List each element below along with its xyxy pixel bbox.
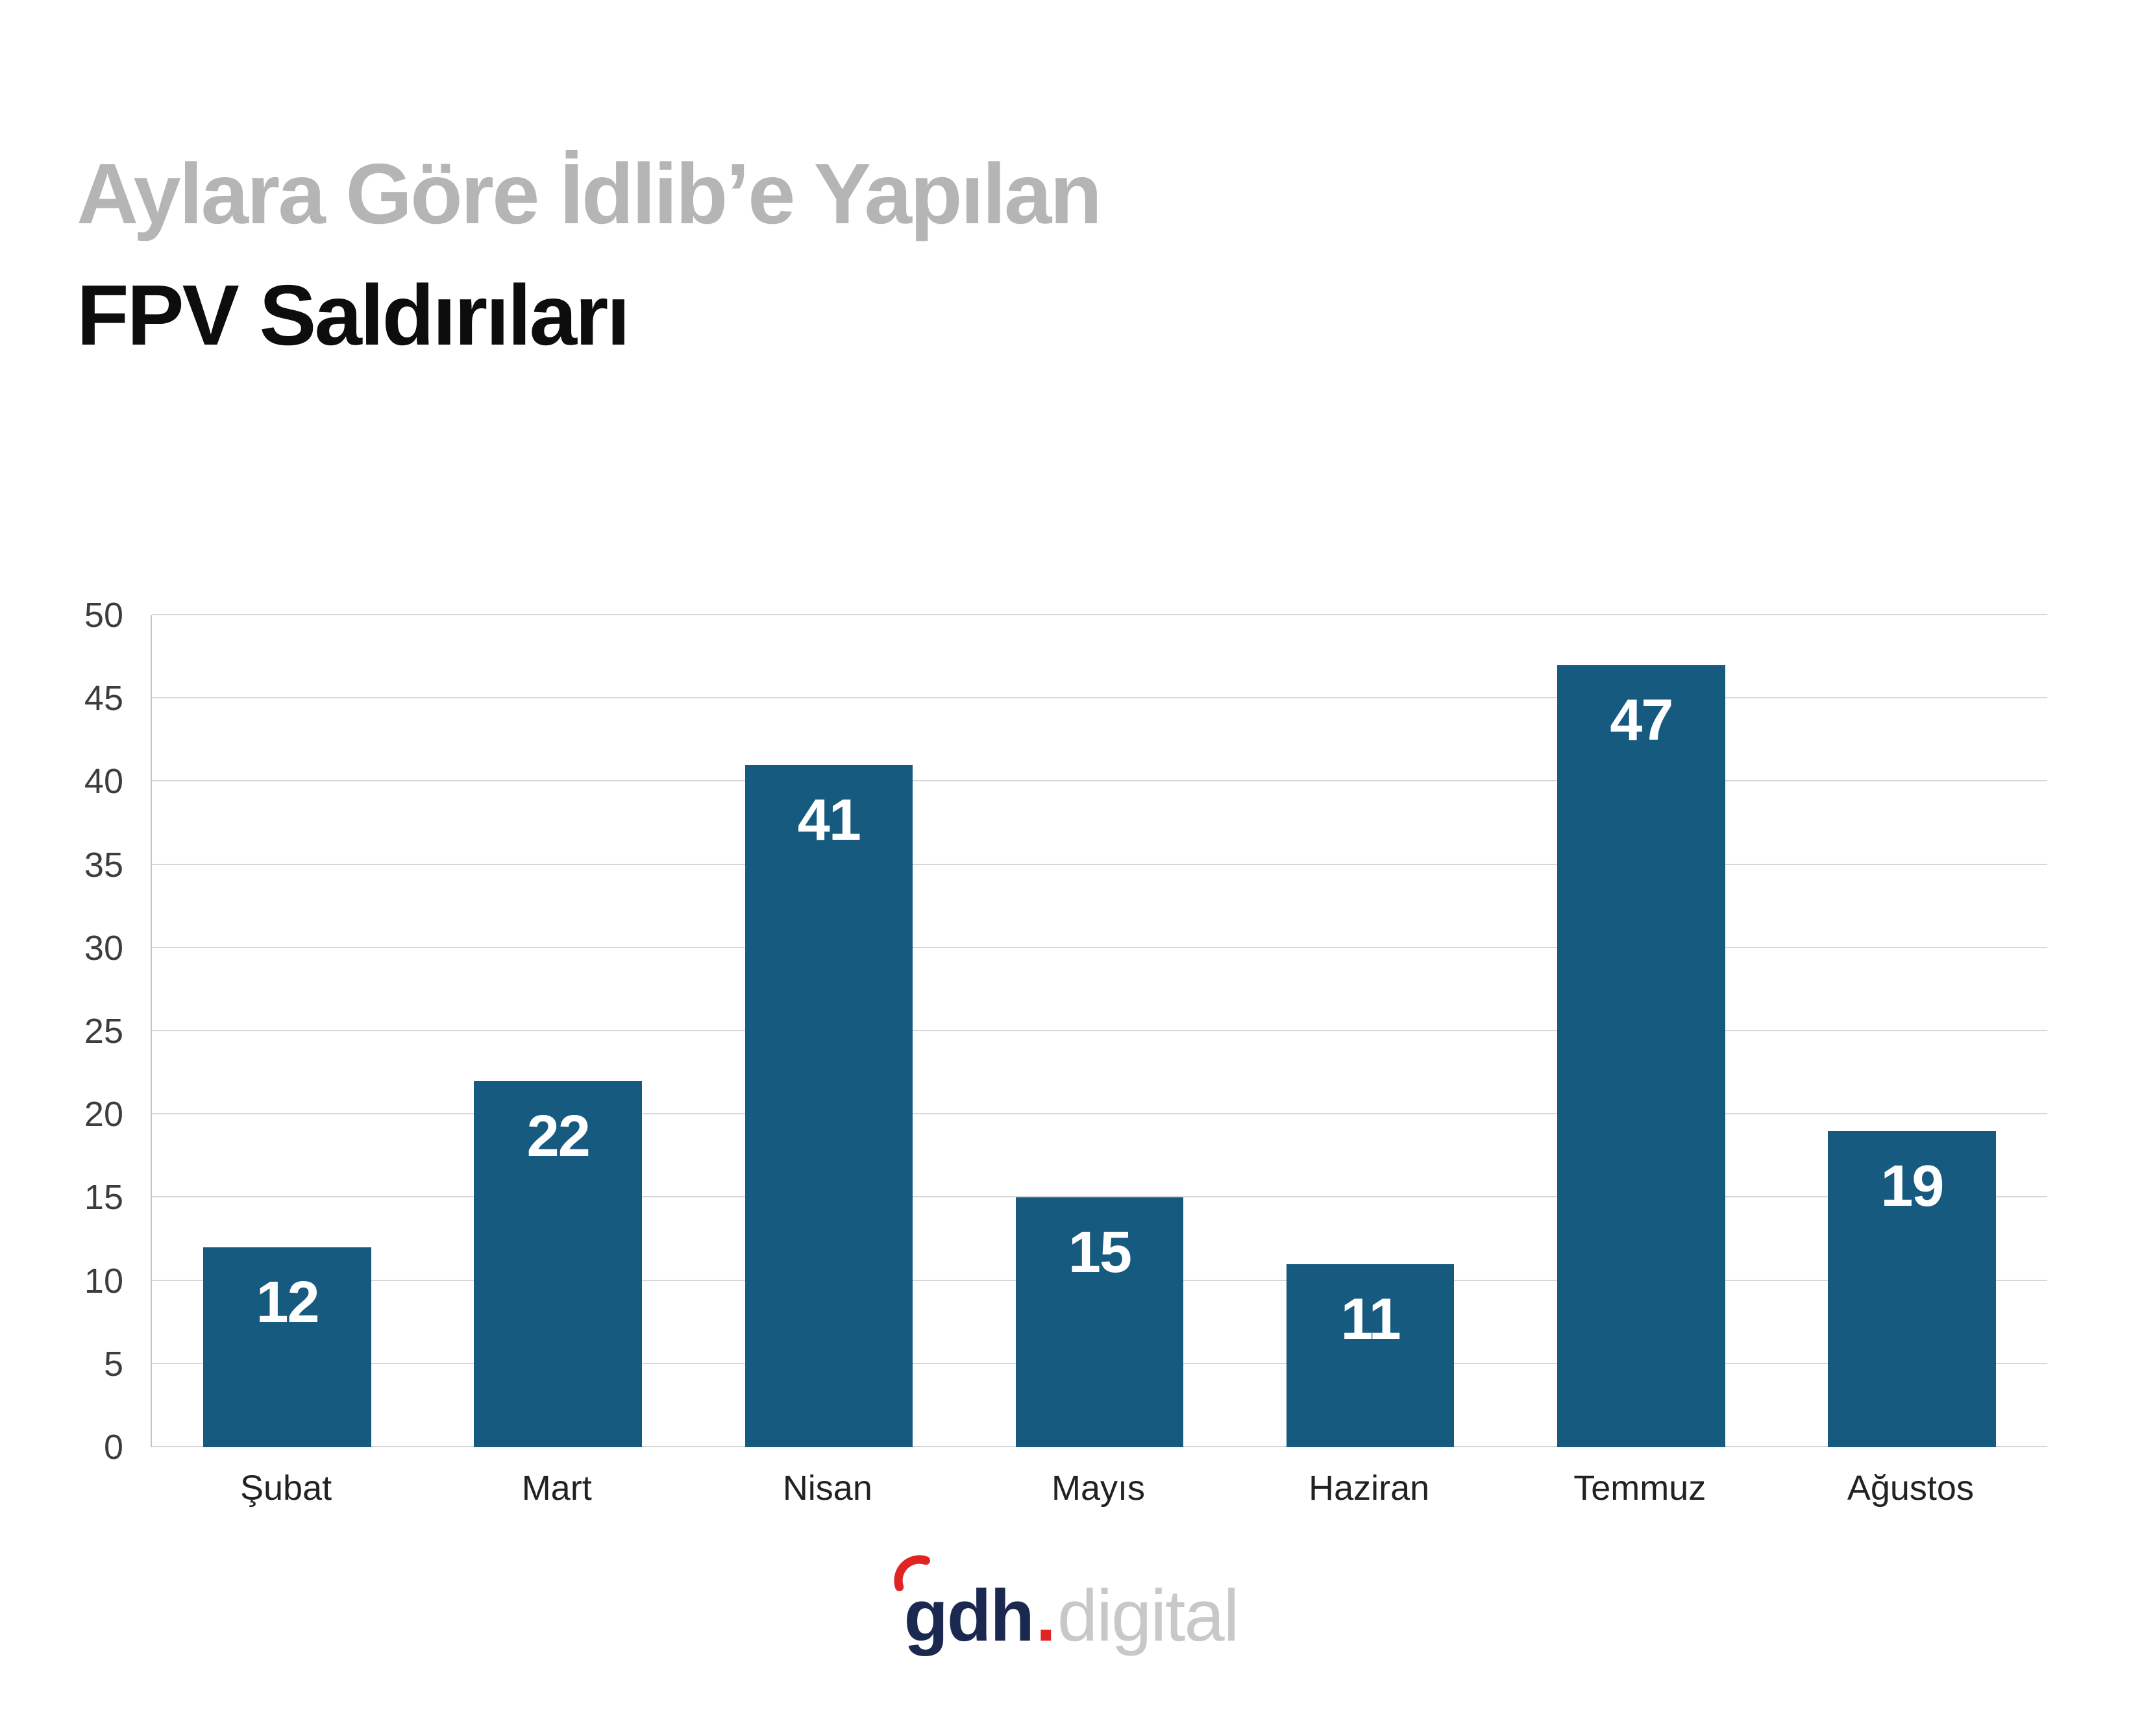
bar-temmuz: 47 bbox=[1557, 665, 1725, 1447]
x-tick-label: Ağustos bbox=[1847, 1469, 1974, 1508]
x-tick-label: Şubat bbox=[240, 1469, 332, 1508]
bar-slot: 41 bbox=[693, 615, 964, 1447]
chart-title: Aylara Göre İdlib’e Yapılan FPV Saldırıl… bbox=[77, 133, 1102, 376]
gridline bbox=[152, 1030, 2047, 1031]
bar-ağustos: 19 bbox=[1828, 1131, 1996, 1447]
x-tick-label: Nisan bbox=[782, 1469, 872, 1508]
chart-title-line2: FPV Saldırıları bbox=[77, 267, 630, 363]
bar-haziran: 11 bbox=[1286, 1264, 1455, 1447]
gridline bbox=[152, 946, 2047, 948]
bar-value-label: 15 bbox=[1068, 1220, 1132, 1286]
bar-value-label: 22 bbox=[526, 1103, 591, 1169]
logo-gdh-text: gdh bbox=[894, 1555, 1035, 1657]
y-axis: 0 5 10 15 20 25 30 35 40 45 50 bbox=[39, 596, 123, 1467]
y-tick-label: 10 bbox=[84, 1261, 123, 1301]
y-tick-label: 20 bbox=[84, 1095, 123, 1134]
bar-slot: 12 bbox=[152, 615, 423, 1447]
logo-dot: . bbox=[1035, 1575, 1056, 1656]
x-tick-label: Haziran bbox=[1309, 1469, 1430, 1508]
y-tick-label: 15 bbox=[84, 1178, 123, 1217]
bar-mayıs: 15 bbox=[1015, 1197, 1184, 1447]
bar-slot: 11 bbox=[1235, 615, 1506, 1447]
bar-şubat: 12 bbox=[203, 1247, 371, 1447]
gridline bbox=[152, 863, 2047, 865]
y-tick-label: 35 bbox=[84, 845, 123, 885]
x-tick-label: Mayıs bbox=[1051, 1469, 1145, 1508]
y-tick-label: 40 bbox=[84, 762, 123, 801]
bar-series: 12 22 41 15 11 47 19 bbox=[152, 615, 2047, 1447]
gridline bbox=[152, 780, 2047, 782]
y-tick-label: 30 bbox=[84, 928, 123, 968]
bar-value-label: 41 bbox=[797, 787, 861, 853]
logo-accent-arc-icon bbox=[894, 1555, 931, 1591]
gridline bbox=[152, 1113, 2047, 1115]
y-tick-label: 45 bbox=[84, 679, 123, 718]
bar-slot: 47 bbox=[1506, 615, 1777, 1447]
bar-slot: 22 bbox=[423, 615, 693, 1447]
y-tick-label: 0 bbox=[103, 1428, 123, 1467]
gridline bbox=[152, 614, 2047, 615]
bar-value-label: 47 bbox=[1610, 687, 1673, 753]
bar-slot: 15 bbox=[964, 615, 1235, 1447]
x-axis: Şubat Mart Nisan Mayıs Haziran Temmuz Ağustos bbox=[151, 1468, 2046, 1508]
logo-digital-text: digital bbox=[1057, 1575, 1240, 1656]
gridline bbox=[152, 1196, 2047, 1198]
bar-mart: 22 bbox=[474, 1081, 643, 1447]
bar-value-label: 19 bbox=[1880, 1153, 1944, 1219]
y-tick-label: 25 bbox=[84, 1012, 123, 1051]
y-tick-label: 50 bbox=[84, 596, 123, 635]
logo: gdh . digital bbox=[0, 1555, 2142, 1657]
bar-value-label: 11 bbox=[1340, 1286, 1401, 1352]
bar-slot: 19 bbox=[1777, 615, 2047, 1447]
x-tick-label: Temmuz bbox=[1573, 1469, 1706, 1508]
bar-nisan: 41 bbox=[745, 764, 913, 1447]
chart-title-line1: Aylara Göre İdlib’e Yapılan bbox=[77, 146, 1102, 241]
plot-area: 12 22 41 15 11 47 19 bbox=[151, 614, 2047, 1447]
x-tick-label: Mart bbox=[521, 1469, 592, 1508]
gridline bbox=[152, 697, 2047, 699]
bar-value-label: 12 bbox=[256, 1270, 320, 1336]
y-tick-label: 5 bbox=[103, 1344, 123, 1384]
